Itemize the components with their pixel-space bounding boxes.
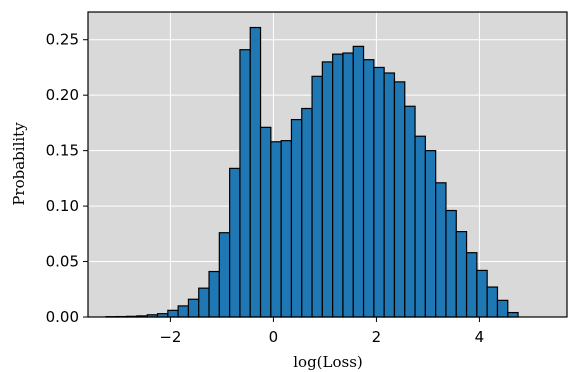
x-axis-label: log(Loss) — [293, 353, 363, 371]
y-tick-label: 0.20 — [46, 86, 79, 104]
histogram-bar — [383, 72, 396, 318]
histogram-bar — [362, 59, 375, 318]
histogram-bar — [373, 66, 385, 318]
histogram-bar — [445, 209, 457, 318]
x-tick-label: 4 — [475, 328, 485, 346]
x-tick-label: −2 — [159, 328, 181, 346]
histogram-bar — [311, 75, 323, 318]
histogram-bar — [167, 309, 179, 318]
histogram-bar — [321, 61, 334, 318]
histogram-bar — [249, 26, 262, 318]
histogram-bar — [280, 140, 293, 318]
histogram-bar — [198, 287, 210, 318]
x-tick-label: 0 — [269, 328, 279, 346]
histogram-bar — [177, 305, 190, 318]
y-tick-label: 0.25 — [46, 31, 79, 49]
histogram-bar — [208, 270, 220, 318]
histogram-bar — [259, 126, 272, 318]
histogram-bar — [496, 299, 509, 318]
histogram-bar — [352, 45, 365, 318]
histogram-bar — [218, 232, 231, 318]
plot-frame — [87, 11, 568, 318]
histogram-bar — [332, 53, 344, 318]
histogram-bar — [270, 141, 282, 318]
histogram-bar — [393, 81, 406, 318]
y-tick-label: 0.05 — [46, 253, 79, 271]
histogram-bar — [507, 311, 519, 318]
histogram-bars — [105, 26, 519, 318]
histogram-bar — [187, 298, 200, 318]
histogram-bar — [486, 286, 499, 318]
histogram-bar — [414, 135, 426, 318]
histogram-bar — [476, 269, 488, 318]
histogram-bar — [435, 182, 447, 318]
histogram-bar — [229, 167, 241, 318]
histogram-bar — [239, 49, 251, 318]
y-tick-label: 0.10 — [46, 197, 79, 215]
y-tick-label: 0.00 — [46, 308, 79, 326]
histogram-bar — [424, 150, 437, 318]
y-tick-label: 0.15 — [46, 142, 79, 160]
histogram-bar — [342, 52, 354, 318]
histogram-bar — [301, 107, 313, 318]
y-axis-label: Probability — [10, 122, 28, 206]
histogram-bar — [290, 118, 303, 318]
x-tick-label: 2 — [372, 328, 382, 346]
x-axis-ticks: −2 0 2 4 — [159, 317, 484, 346]
histogram-bar — [455, 231, 468, 318]
y-axis-ticks: 0.00 0.05 0.10 0.15 0.20 0.25 — [46, 31, 88, 326]
histogram-bar — [404, 105, 416, 318]
histogram-bar — [465, 252, 478, 318]
